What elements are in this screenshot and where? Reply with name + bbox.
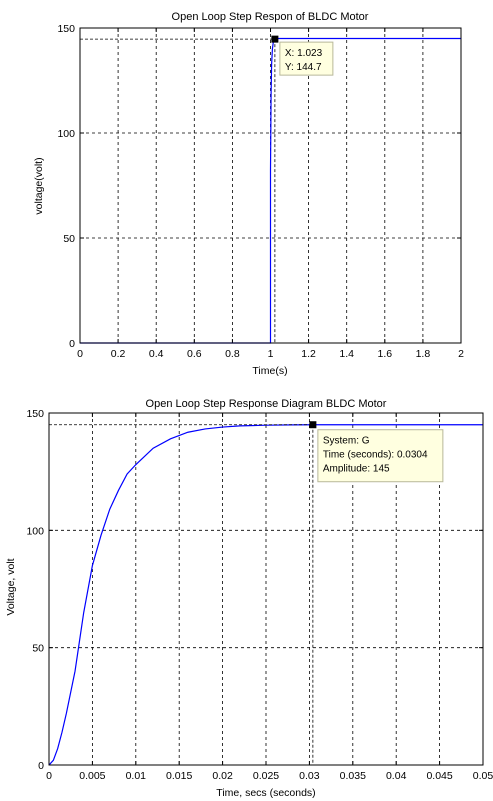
x-tick-label: 0.2	[111, 348, 126, 360]
chart-top-xlabel: Time(s)	[252, 365, 287, 377]
datatip-marker[interactable]	[271, 35, 279, 43]
chart-top-datatip[interactable]: X: 1.023 Y: 144.7	[279, 41, 334, 76]
x-tick-label: 0	[46, 770, 52, 782]
x-tick-label: 0.015	[166, 770, 192, 782]
x-tick-label: 1.8	[416, 348, 431, 360]
chart-top-datatip-line-y: Y: 144.7	[285, 62, 322, 73]
chart-bottom-datatip-line-amplitude: Amplitude: 145	[323, 464, 390, 475]
x-tick-label: 1.4	[339, 348, 354, 360]
x-tick-label: 0.045	[426, 770, 452, 782]
x-tick-label: 0.04	[386, 770, 407, 782]
x-tick-label: 0.4	[149, 348, 164, 360]
chart-top-datatip-line-x: X: 1.023	[285, 48, 323, 59]
chart-bottom-plot-area	[48, 412, 484, 766]
chart-bottom-datatip-box	[317, 429, 444, 483]
chart-bottom-title: Open Loop Step Response Diagram BLDC Mot…	[146, 398, 387, 410]
chart-bottom-datatip[interactable]: System: G Time (seconds): 0.0304 Amplitu…	[317, 429, 444, 483]
x-tick-label: 0.01	[126, 770, 147, 782]
x-tick-label: 0.02	[212, 770, 233, 782]
x-tick-label: 0.03	[299, 770, 320, 782]
y-tick-label: 50	[63, 233, 75, 245]
chart-bottom: Open Loop Step Response Diagram BLDC Mot…	[5, 398, 493, 799]
y-tick-label: 150	[57, 23, 75, 35]
x-tick-label: 0.025	[253, 770, 279, 782]
datatip-marker[interactable]	[309, 421, 317, 429]
chart-bottom-xlabel: Time, secs (seconds)	[216, 787, 315, 799]
y-tick-label: 100	[57, 128, 75, 140]
y-tick-label: 50	[32, 643, 44, 655]
chart-bottom-datatip-line-time: Time (seconds): 0.0304	[323, 450, 428, 461]
chart-top-title: Open Loop Step Respon of BLDC Motor	[172, 11, 369, 23]
chart-top: Open Loop Step Respon of BLDC Motor Time…	[33, 11, 464, 377]
x-tick-label: 0.005	[79, 770, 105, 782]
x-tick-label: 0.035	[340, 770, 366, 782]
x-tick-label: 0	[77, 348, 83, 360]
x-tick-label: 1.2	[301, 348, 316, 360]
chart-top-ylabel: voltage(volt)	[33, 157, 45, 214]
y-tick-label: 100	[26, 525, 44, 537]
chart-top-datatip-box	[279, 41, 334, 76]
x-tick-label: 0.6	[187, 348, 202, 360]
x-tick-label: 1	[268, 348, 274, 360]
y-tick-label: 150	[26, 408, 44, 420]
chart-top-plot-area	[79, 27, 462, 344]
y-tick-label: 0	[69, 338, 75, 350]
x-tick-label: 1.6	[377, 348, 392, 360]
x-tick-label: 0.05	[473, 770, 493, 782]
y-tick-label: 0	[38, 760, 44, 772]
chart-bottom-datatip-line-system: System: G	[323, 436, 370, 447]
x-tick-label: 0.8	[225, 348, 240, 360]
chart-bottom-ylabel: Voltage, volt	[5, 558, 17, 615]
x-tick-label: 2	[458, 348, 464, 360]
